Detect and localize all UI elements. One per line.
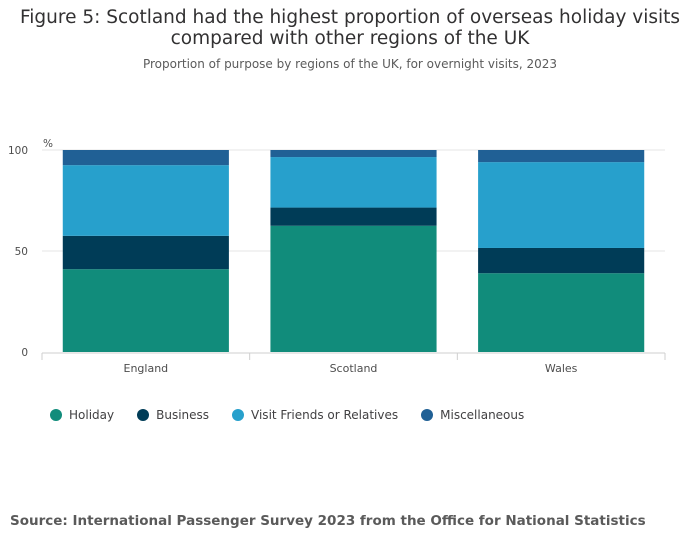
chart-subtitle: Proportion of purpose by regions of the … xyxy=(142,57,558,71)
bars xyxy=(62,150,645,352)
y-tick-label: 0 xyxy=(21,347,28,359)
legend-label: Business xyxy=(156,408,210,422)
bar-vfr-england xyxy=(62,165,229,236)
bar-vfr-wales xyxy=(478,162,645,248)
legend-swatch-icon xyxy=(232,409,245,421)
legend-item-holiday: Holiday xyxy=(50,408,114,422)
y-axis-label: % xyxy=(43,138,53,150)
legend-item-misc: Miscellaneous xyxy=(421,408,524,422)
legend-swatch-icon xyxy=(137,409,150,421)
legend-swatch-icon xyxy=(50,409,62,421)
y-tick-label: 50 xyxy=(15,246,28,258)
legend-item-vfr: Visit Friends or Relatives xyxy=(232,408,398,422)
legend-label: Holiday xyxy=(69,408,115,422)
legend: Holiday Business Visit Friends or Relative… xyxy=(50,408,547,422)
bar-misc-england xyxy=(62,150,229,166)
x-tick-label: England xyxy=(124,362,169,375)
bar-vfr-scotland xyxy=(270,157,437,208)
bar-business-wales xyxy=(478,247,645,274)
legend-swatch-icon xyxy=(421,409,434,421)
chart-title: Figure 5: Scotland had the highest propo… xyxy=(19,7,681,49)
x-tick-label: Wales xyxy=(545,362,578,375)
source-note: Source: International Passenger Survey 2… xyxy=(10,513,646,529)
x-tick-label: Scotland xyxy=(330,362,378,375)
bar-business-england xyxy=(62,235,229,270)
legend-label: Miscellaneous xyxy=(440,408,525,422)
chart-area: 0 50 100% England Scotland Wales xyxy=(8,138,666,375)
bar-holiday-wales xyxy=(478,273,645,352)
bar-misc-wales xyxy=(478,150,645,163)
y-tick-label: 100 xyxy=(8,145,28,157)
bar-holiday-scotland xyxy=(270,225,437,352)
axes: 0 50 100% England Scotland Wales xyxy=(8,138,666,375)
legend-label: Visit Friends or Relatives xyxy=(251,408,399,422)
bar-misc-scotland xyxy=(270,150,437,158)
bar-holiday-england xyxy=(62,269,229,352)
legend-item-business: Business xyxy=(137,408,209,422)
bar-business-scotland xyxy=(270,207,437,226)
